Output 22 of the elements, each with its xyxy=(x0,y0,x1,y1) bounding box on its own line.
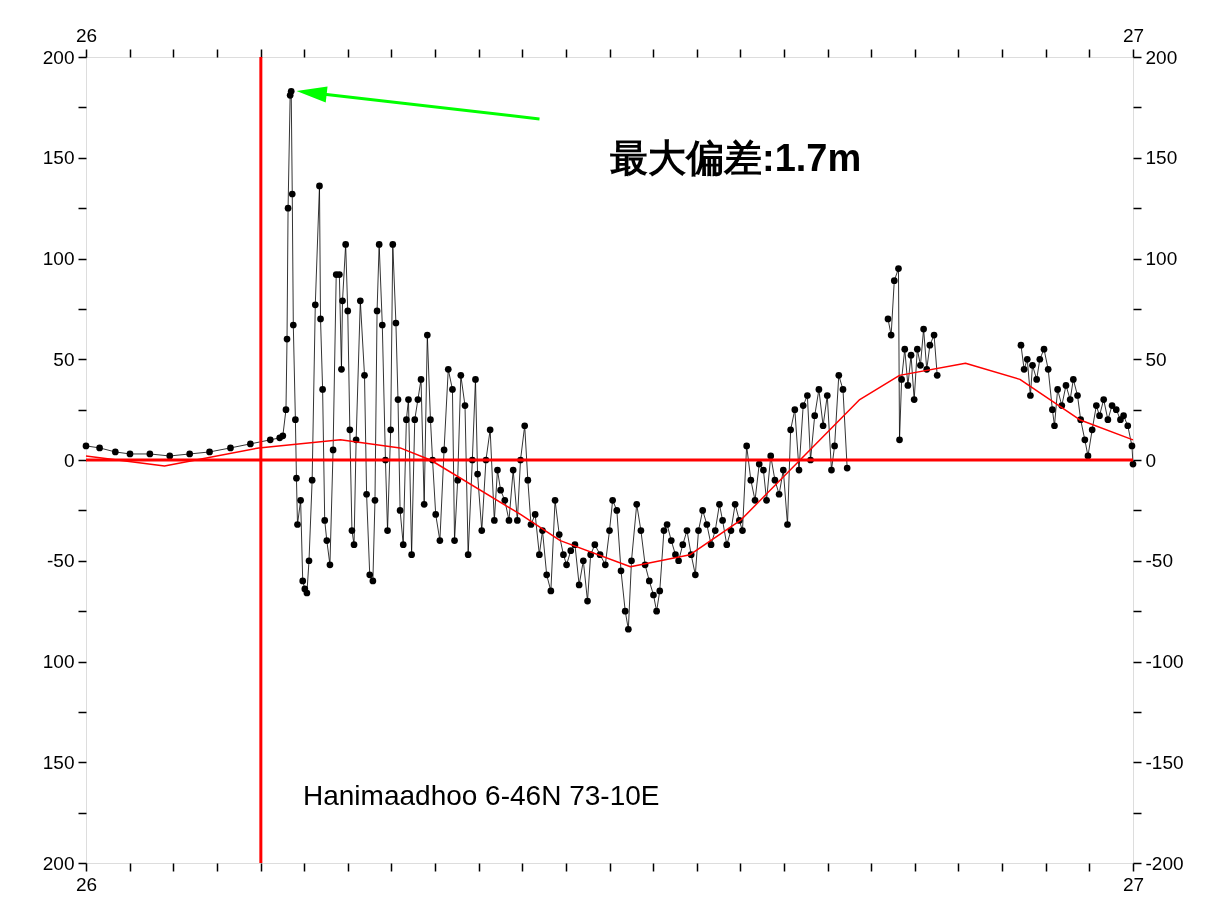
y2-tick-label: -50 xyxy=(1145,550,1173,572)
y2-tick-label: 50 xyxy=(1145,348,1167,370)
y-tick-label: 0 xyxy=(63,449,75,471)
y-tick-label: 150 xyxy=(42,751,75,773)
y-tick-label: 50 xyxy=(53,348,75,370)
y-tick-label: 100 xyxy=(42,248,75,269)
y2-tick-label: -100 xyxy=(1145,651,1184,672)
y2-tick-label: 0 xyxy=(1145,449,1157,471)
x2-tick-label: 26 xyxy=(75,24,98,46)
annotation: Hanimaadhoo 6-46N 73-10E xyxy=(303,780,660,811)
y2-tick-label: 150 xyxy=(1145,147,1178,169)
y-tick-label: 200 xyxy=(42,46,75,68)
x2-tick-label: 27 xyxy=(1122,24,1145,46)
y2-tick-label: 200 xyxy=(1145,46,1178,68)
y2-tick-label: 100 xyxy=(1145,248,1178,269)
y-tick-label: 150 xyxy=(42,147,75,169)
y2-tick-label: -200 xyxy=(1145,852,1184,874)
y-tick-label: 200 xyxy=(42,852,75,874)
y2-tick-label: -150 xyxy=(1145,751,1184,773)
y-tick-label: 100 xyxy=(42,651,75,672)
annotation: 最大偏差:1.7m xyxy=(610,137,862,179)
y-tick-label: -50 xyxy=(47,550,75,572)
